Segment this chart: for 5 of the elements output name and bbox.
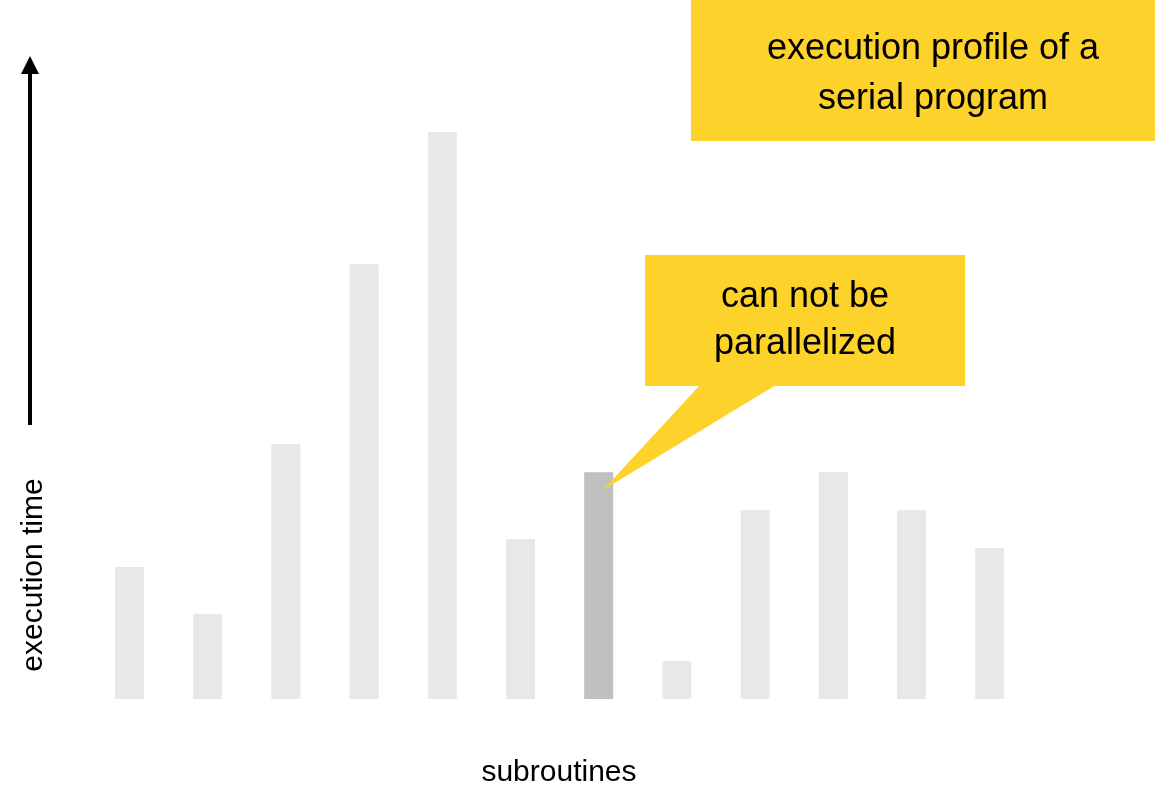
chart-title: execution profile of a serial program	[766, 26, 1101, 117]
y-axis-title: execution time	[15, 478, 48, 672]
x-axis-title: subroutines	[481, 754, 637, 787]
annotation: can not be parallelized	[713, 274, 897, 362]
bar	[584, 472, 614, 699]
